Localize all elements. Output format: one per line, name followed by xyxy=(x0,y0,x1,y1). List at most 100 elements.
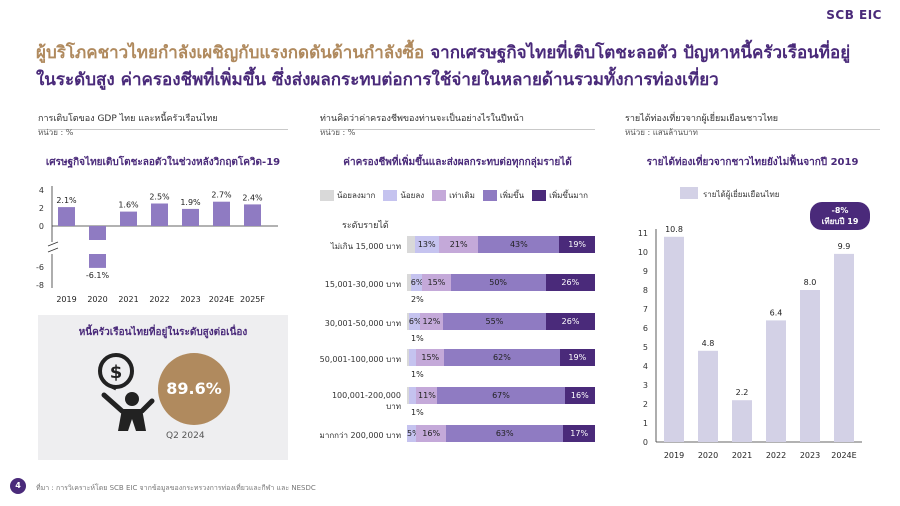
cost-small-label: 2% xyxy=(411,295,424,304)
gdp-ytick: -8 xyxy=(36,281,44,290)
cost-small-label: 1% xyxy=(411,370,424,379)
cost-bar-segment: 67% xyxy=(437,387,565,404)
tourism-ytick: 7 xyxy=(643,305,648,314)
cost-bar-segment: 11% xyxy=(416,387,438,404)
legend-label: เพิ่มขึ้น xyxy=(499,191,525,200)
tourism-bar-label: 4.8 xyxy=(702,339,715,348)
tourism-ytick: 5 xyxy=(643,343,648,352)
unit-cost: หน่วย : % xyxy=(320,128,356,137)
cost-bar-segment: 6% xyxy=(410,274,423,291)
tourism-bar-label: 2.2 xyxy=(736,388,749,397)
cost-bar-segment xyxy=(407,313,409,330)
tourism-callout xyxy=(810,202,870,230)
unit-tourism: หน่วย : แสนล้านบาท xyxy=(625,128,698,137)
section-title-cost: ท่านคิดว่าค่าครองชีพของท่านจะเป็นอย่างไร… xyxy=(320,111,595,130)
gdp-axis-break xyxy=(47,241,59,247)
tourism-bar xyxy=(834,253,854,442)
gdp-bar-label: 2.4% xyxy=(242,193,263,202)
gdp-bar xyxy=(89,254,106,268)
tourism-ytick: 3 xyxy=(643,381,648,390)
tourism-xtick: 2023 xyxy=(800,451,820,460)
income-row-label: 30,001-50,000 บาท xyxy=(324,319,401,328)
legend-swatch xyxy=(432,190,447,201)
tourism-ytick: 4 xyxy=(643,362,648,371)
legend-swatch xyxy=(532,190,547,201)
cost-small-label: 1% xyxy=(411,408,424,417)
tourism-legend-label: รายได้ผู้เยี่ยมเยือนไทย xyxy=(703,188,779,200)
cost-bar-segment: 19% xyxy=(559,236,595,253)
gdp-xtick: 2019 xyxy=(56,295,76,304)
tourism-ytick: 6 xyxy=(643,324,648,333)
tourism-callout-line2: เทียบปี 19 xyxy=(822,216,859,226)
legend-label: เพิ่มขึ้นมาก xyxy=(549,191,588,200)
cost-bar-segment xyxy=(408,387,417,404)
gdp-ytick: 2 xyxy=(39,204,44,213)
debt-burden-icon: $ xyxy=(98,353,155,431)
legend-item: เพิ่มขึ้น xyxy=(482,189,525,202)
gdp-bar xyxy=(151,203,168,226)
tourism-ytick: 2 xyxy=(643,400,648,409)
gdp-xtick: 2022 xyxy=(149,295,169,304)
legend-label: เท่าเดิม xyxy=(449,191,475,200)
cost-small-label: 1% xyxy=(411,334,424,343)
tourism-bar xyxy=(664,236,684,442)
debt-period: Q2 2024 xyxy=(166,431,205,441)
headline-highlight: ผู้บริโภคชาวไทยกำลังเผชิญกับแรงกดดันด้าน… xyxy=(36,43,425,63)
gdp-chart-title: เศรษฐกิจไทยเติบโตชะลอตัวในช่วงหลังวิกฤตโ… xyxy=(45,157,281,168)
cost-bar-segment: 43% xyxy=(478,236,560,253)
gdp-bar-label: 1.9% xyxy=(180,198,201,207)
tourism-revenue-chart: รายได้ผู้เยี่ยมเยือนไทย 0 1 2 3 4 5 6 7 8 9 10 11 10.… xyxy=(638,187,870,460)
cost-bar-segment: 15% xyxy=(422,274,451,291)
household-debt-panel: หนี้ครัวเรือนไทยที่อยู่ในระดับสูงต่อเนื่… xyxy=(38,315,288,460)
cost-bar-segment: 63% xyxy=(446,425,564,442)
gdp-xtick: 2023 xyxy=(180,295,200,304)
legend-item: น้อยลงมาก xyxy=(320,189,375,202)
tourism-legend-swatch xyxy=(680,187,698,199)
legend-swatch xyxy=(383,190,398,201)
income-axis-label: ระดับรายได้ xyxy=(342,221,389,231)
legend-swatch xyxy=(320,190,334,201)
tourism-xtick: 2024E xyxy=(831,451,856,460)
cost-bar-segment: 55% xyxy=(442,313,547,330)
cost-bar-segment: 50% xyxy=(450,274,546,291)
debt-value: 89.6% xyxy=(166,379,222,398)
cost-bar-segment: 62% xyxy=(444,349,560,366)
gdp-bar-label: 1.6% xyxy=(118,201,139,210)
tourism-chart-title: รายได้ท่องเที่ยวจากชาวไทยยังไม่ฟื้นจากปี… xyxy=(646,157,859,168)
svg-text:$: $ xyxy=(110,362,123,383)
legend-swatch xyxy=(482,190,497,201)
tourism-callout-line1: -8% xyxy=(832,206,849,215)
gdp-xtick: 2025F xyxy=(240,295,265,304)
legend-label: น้อยลงมาก xyxy=(337,191,376,200)
tourism-xtick: 2021 xyxy=(732,451,752,460)
tourism-xtick: 2022 xyxy=(766,451,786,460)
gdp-axis-break xyxy=(47,247,59,253)
cost-bar-segment: 21% xyxy=(438,236,479,253)
income-row-label: ไม่เกิน 15,000 บาท xyxy=(330,242,401,251)
gdp-bar xyxy=(89,226,106,240)
tourism-ytick: 8 xyxy=(643,286,648,295)
legend-item: เพิ่มขึ้นมาก xyxy=(532,189,588,202)
tourism-ytick: 9 xyxy=(643,267,648,276)
income-row-label: มากกว่า 200,000 บาท xyxy=(319,431,401,440)
tourism-bar xyxy=(800,290,820,442)
tourism-bar-label: 8.0 xyxy=(804,278,817,287)
tourism-bar xyxy=(766,320,786,442)
cost-chart-title: ค่าครองชีพที่เพิ่มขึ้นและส่งผลกระทบต่อทุ… xyxy=(343,157,572,168)
cost-bar-segment: 16% xyxy=(416,425,447,442)
debt-value-circle: 89.6% xyxy=(158,353,230,425)
footer-source: ที่มา : การวิเคราะห์โดย SCB EIC จากข้อมู… xyxy=(36,484,316,492)
cost-bar-segment: 26% xyxy=(546,313,595,330)
tourism-ytick: 0 xyxy=(643,438,648,447)
income-row-label: 15,001-30,000 บาท xyxy=(324,280,401,289)
brand-logo: SCB EIC xyxy=(826,8,882,22)
gdp-growth-chart: 4 2 0 -6 -8 2.1% 2019 -6.1% 2020 1.6% 2021 2.5% 2022… xyxy=(36,186,278,304)
gdp-bar xyxy=(213,201,230,226)
tourism-bar xyxy=(732,400,752,442)
income-row-label: 50,001-100,000 บาท xyxy=(319,355,401,364)
debt-title: หนี้ครัวเรือนไทยที่อยู่ในระดับสูงต่อเนื่… xyxy=(78,327,248,338)
cost-legend: น้อยลงมาก น้อยลง เท่าเดิม เพิ่มขึ้น เพิ่มขึ้… xyxy=(320,189,588,202)
gdp-xtick: 2024E xyxy=(209,295,234,304)
gdp-bar-label: 2.7% xyxy=(211,191,232,200)
gdp-bar-label: 2.1% xyxy=(56,196,77,205)
